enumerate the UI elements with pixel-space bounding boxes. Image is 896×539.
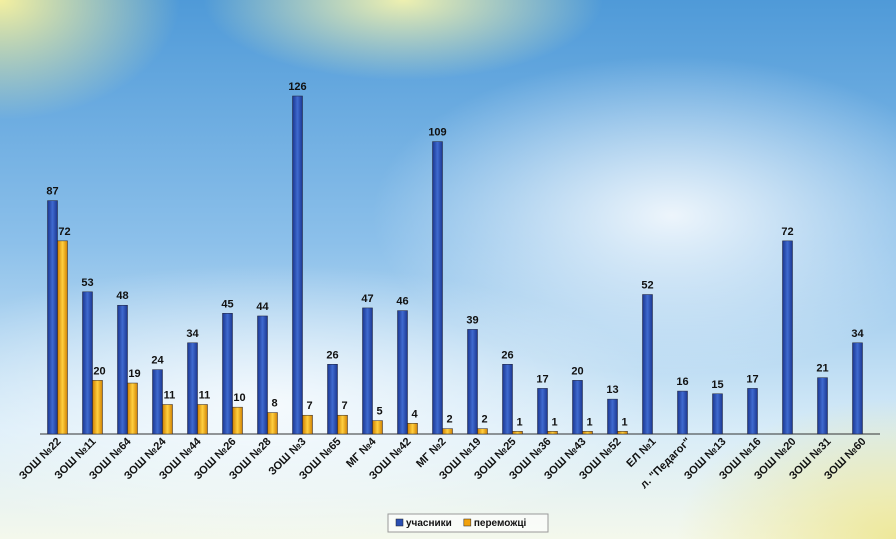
x-tick-label: МГ №2 <box>414 436 449 471</box>
data-label: 15 <box>711 379 723 391</box>
bar <box>362 307 373 435</box>
data-label: 46 <box>396 296 408 308</box>
data-label: 17 <box>746 373 758 385</box>
bar <box>397 310 408 435</box>
bar <box>442 428 453 435</box>
legend-label: учасники <box>406 518 452 529</box>
data-label: 26 <box>501 349 513 361</box>
legend-label: переможці <box>474 518 527 529</box>
bar <box>852 342 863 435</box>
data-label: 13 <box>606 384 618 396</box>
bar <box>57 240 68 435</box>
bar <box>372 420 383 435</box>
data-label: 20 <box>93 365 105 377</box>
data-label: 1 <box>621 416 627 428</box>
data-label: 5 <box>376 406 382 418</box>
data-label: 1 <box>586 416 592 428</box>
bar <box>642 294 653 435</box>
data-label: 16 <box>676 376 688 388</box>
data-label: 34 <box>851 328 864 340</box>
bar <box>502 364 513 435</box>
bar <box>257 315 268 435</box>
bar <box>327 364 338 435</box>
bar <box>617 431 628 435</box>
data-label: 72 <box>781 226 793 238</box>
data-label: 7 <box>306 400 312 412</box>
data-label: 39 <box>466 314 478 326</box>
data-label: 1 <box>516 416 522 428</box>
bar <box>267 412 278 435</box>
data-label: 8 <box>271 398 277 410</box>
bar <box>47 200 58 435</box>
bar <box>82 291 93 435</box>
bar <box>292 95 303 435</box>
data-label: 2 <box>481 414 487 426</box>
data-label: 34 <box>186 328 199 340</box>
bar <box>607 398 618 435</box>
data-label: 109 <box>428 127 446 139</box>
bar <box>222 313 233 435</box>
data-label: 10 <box>233 392 245 404</box>
bar <box>92 380 103 435</box>
data-label: 45 <box>221 298 233 310</box>
bar <box>152 369 163 435</box>
bar <box>817 377 828 435</box>
bar <box>712 393 723 435</box>
data-label: 52 <box>641 280 653 292</box>
bar <box>547 431 558 435</box>
data-label: 4 <box>411 408 418 420</box>
bar <box>432 141 443 435</box>
bar <box>537 388 548 435</box>
data-label: 26 <box>326 349 338 361</box>
data-label: 1 <box>551 416 557 428</box>
bar <box>782 240 793 435</box>
data-label: 20 <box>571 365 583 377</box>
legend-swatch <box>395 518 404 527</box>
bar <box>117 304 128 435</box>
data-label: 47 <box>361 293 373 305</box>
bar <box>582 431 593 435</box>
bar <box>232 406 243 435</box>
data-label: 72 <box>58 226 70 238</box>
x-tick-label: МГ №4 <box>344 435 379 470</box>
data-label: 24 <box>151 355 164 367</box>
bar <box>337 414 348 435</box>
data-label: 7 <box>341 400 347 412</box>
data-label: 19 <box>128 368 140 380</box>
bar <box>677 390 688 435</box>
bar <box>512 431 523 435</box>
data-label: 53 <box>81 277 93 289</box>
data-label: 44 <box>256 301 269 313</box>
bar <box>747 388 758 435</box>
bar <box>572 380 583 435</box>
bar <box>407 423 418 435</box>
legend-swatch <box>463 518 472 527</box>
data-label: 87 <box>46 186 58 198</box>
data-label: 48 <box>116 290 128 302</box>
x-tick-label: ЕЛ №1 <box>624 436 658 470</box>
bar <box>302 414 313 435</box>
bar <box>197 404 208 435</box>
bar <box>477 428 488 435</box>
data-label: 11 <box>164 389 176 401</box>
data-label: 11 <box>199 389 211 401</box>
bar <box>162 404 173 435</box>
bar <box>187 342 198 435</box>
bar <box>127 382 138 435</box>
data-label: 21 <box>816 363 828 375</box>
data-label: 126 <box>288 81 306 93</box>
data-label: 2 <box>446 414 452 426</box>
bar <box>467 329 478 435</box>
data-label: 17 <box>536 373 548 385</box>
